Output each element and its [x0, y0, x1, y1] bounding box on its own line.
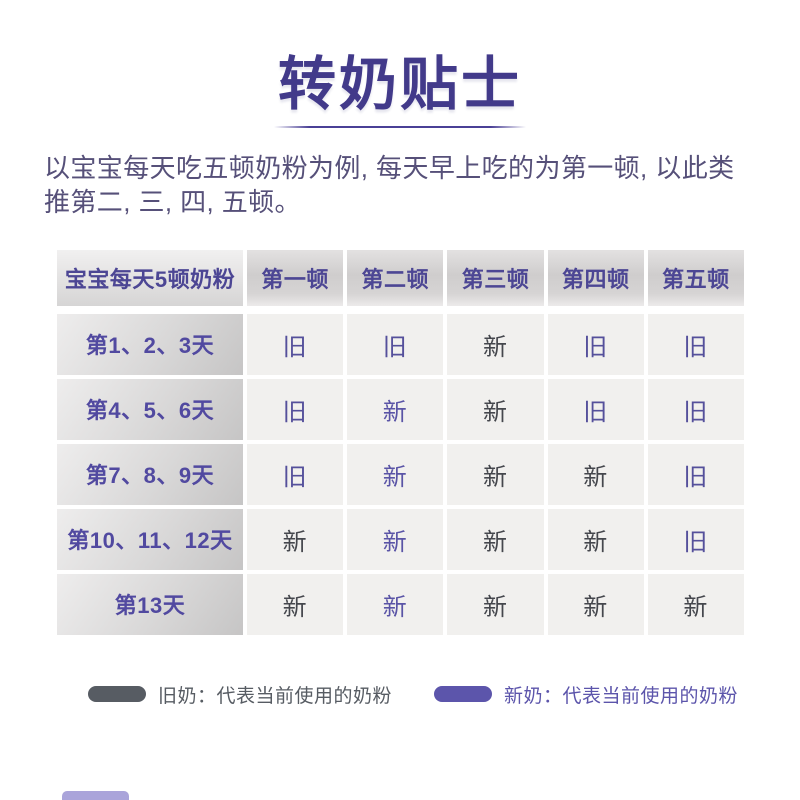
intro-text: 以宝宝每天吃五顿奶粉为例, 每天早上吃的为第一顿, 以此类推第二, 三, 四, … — [44, 153, 735, 217]
table-cell: 新 — [347, 378, 444, 440]
table-cell: 新 — [347, 443, 444, 505]
table-cell: 旧 — [247, 443, 344, 505]
row-label: 第1、2、3天 — [57, 313, 243, 375]
new-milk-swatch — [434, 686, 493, 703]
table-cell: 旧 — [247, 378, 344, 440]
table-cell: 新 — [447, 573, 544, 635]
column-header: 第三顿 — [447, 249, 544, 306]
corner-header: 宝宝每天5顿奶粉 — [57, 249, 243, 306]
table-cell: 旧 — [647, 443, 744, 505]
table-cell: 新 — [447, 508, 544, 570]
table-cell: 新 — [547, 508, 644, 570]
table-body: 第1、2、3天旧旧新旧旧第4、5、6天旧新新旧旧第7、8、9天旧新新新旧第10、… — [57, 313, 744, 635]
table-cell: 新 — [447, 378, 544, 440]
column-header: 第四顿 — [547, 249, 644, 306]
transition-table: 宝宝每天5顿奶粉 第一顿 第二顿 第三顿 第四顿 第五顿 第1、2、3天旧旧新旧旧第4、… — [57, 249, 744, 635]
table-cell: 旧 — [347, 313, 444, 375]
table-cell: 新 — [347, 573, 444, 635]
row-label: 第13天 — [57, 573, 243, 635]
title-divider — [274, 126, 526, 128]
row-label: 第7、8、9天 — [57, 443, 243, 505]
next-section-cutoff-edge — [62, 791, 129, 800]
table-cell: 旧 — [647, 378, 744, 440]
table-cell: 新 — [247, 508, 344, 570]
legend-item-new-milk: 新奶：代表当前使用的奶粉 — [434, 681, 738, 708]
row-label: 第10、11、12天 — [57, 508, 243, 570]
table-cell: 新 — [247, 573, 344, 635]
table-cell: 新 — [647, 573, 744, 635]
table-cell: 新 — [547, 573, 644, 635]
legend: 旧奶：代表当前使用的奶粉 新奶：代表当前使用的奶粉 — [88, 681, 800, 708]
row-label: 第4、5、6天 — [57, 378, 243, 440]
table-header-row: 宝宝每天5顿奶粉 第一顿 第二顿 第三顿 第四顿 第五顿 — [57, 249, 744, 306]
column-header: 第二顿 — [347, 249, 444, 306]
table-cell: 旧 — [547, 313, 644, 375]
page-title: 转奶贴士 — [277, 52, 522, 117]
table-cell: 旧 — [647, 508, 744, 570]
table-cell: 旧 — [247, 313, 344, 375]
old-milk-swatch — [88, 686, 146, 703]
old-milk-label: 旧奶：代表当前使用的奶粉 — [158, 685, 393, 707]
table-cell: 新 — [347, 508, 444, 570]
new-milk-label: 新奶：代表当前使用的奶粉 — [504, 685, 739, 707]
table-cell: 旧 — [647, 313, 744, 375]
table-cell: 新 — [547, 443, 644, 505]
column-header: 第一顿 — [247, 249, 344, 306]
table-cell: 新 — [447, 313, 544, 375]
table-cell: 新 — [447, 443, 544, 505]
legend-item-old-milk: 旧奶：代表当前使用的奶粉 — [88, 681, 392, 708]
column-header: 第五顿 — [647, 249, 744, 306]
table-cell: 旧 — [547, 378, 644, 440]
